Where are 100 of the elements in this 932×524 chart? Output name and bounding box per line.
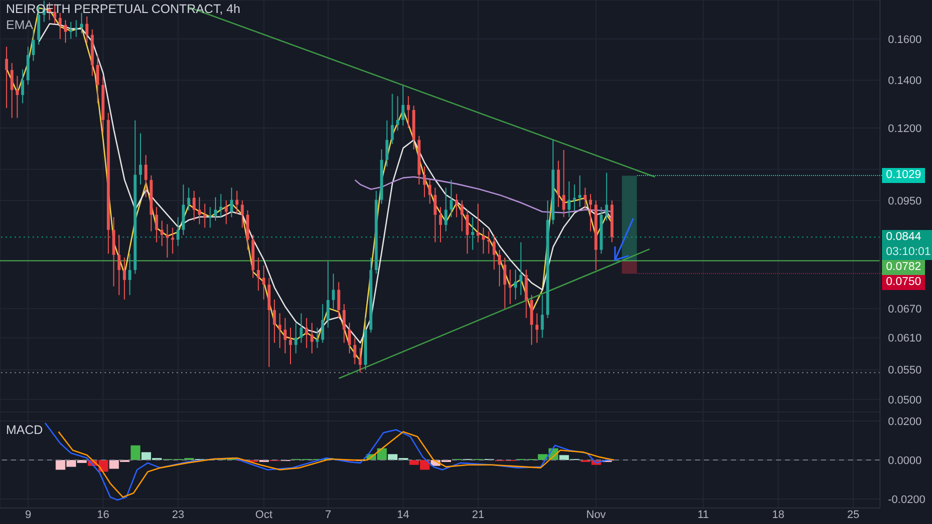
x-tick-label: 18 bbox=[772, 508, 784, 521]
candlestick bbox=[519, 242, 522, 296]
x-tick-label: Nov bbox=[586, 508, 606, 521]
candlestick bbox=[326, 261, 330, 328]
candlestick bbox=[514, 269, 518, 300]
y-tick-label: 0.0950 bbox=[888, 195, 922, 208]
x-tick-label: 16 bbox=[97, 508, 110, 521]
bar bbox=[130, 445, 140, 460]
x-tick-label: 21 bbox=[472, 508, 484, 521]
candlestick bbox=[187, 187, 190, 211]
candlestick bbox=[74, 20, 78, 38]
candlestick bbox=[305, 318, 308, 349]
y-tick-label: 0.0200 bbox=[888, 416, 922, 428]
candlestick bbox=[589, 193, 592, 232]
candlestick bbox=[128, 253, 132, 296]
candlestick bbox=[240, 200, 244, 228]
candlestick bbox=[203, 203, 206, 228]
candlestick bbox=[455, 193, 458, 218]
candlestick bbox=[224, 200, 228, 225]
y-tick-label: 0.0000 bbox=[888, 454, 922, 467]
annotation: 0.0750 bbox=[886, 274, 922, 290]
candlestick bbox=[21, 68, 24, 104]
candlestick bbox=[466, 210, 469, 254]
candlestick bbox=[176, 216, 180, 247]
candlestick bbox=[572, 184, 576, 211]
y-tick-label: 0.0550 bbox=[888, 364, 922, 377]
candlestick bbox=[434, 187, 437, 243]
annotation: 0.1029 bbox=[886, 168, 922, 184]
candlestick bbox=[390, 93, 394, 144]
candlestick bbox=[487, 230, 490, 254]
x-tick-label: 11 bbox=[697, 508, 709, 521]
x-tick-label: 14 bbox=[397, 508, 410, 521]
candlestick bbox=[32, 28, 35, 62]
x-tick-label: 25 bbox=[847, 508, 860, 521]
candlestick bbox=[568, 180, 571, 218]
candlestick bbox=[85, 16, 88, 44]
candlestick bbox=[310, 322, 314, 354]
candlestick bbox=[262, 265, 266, 300]
ref-line-label: 0.0844 03:10:01 bbox=[886, 230, 931, 260]
candlestick bbox=[471, 216, 474, 250]
candlestick bbox=[535, 312, 538, 344]
candlestick bbox=[144, 154, 148, 198]
candlestick bbox=[160, 220, 164, 247]
candlestick bbox=[578, 174, 582, 208]
candlestick bbox=[348, 322, 351, 354]
candlestick bbox=[118, 234, 121, 296]
y-tick-label: 0.0500 bbox=[888, 394, 922, 406]
candlestick bbox=[358, 348, 362, 374]
candlestick bbox=[422, 166, 426, 198]
candlestick bbox=[605, 172, 608, 222]
candlestick bbox=[69, 21, 72, 40]
y-tick-label: 0.1600 bbox=[888, 34, 922, 46]
candlestick bbox=[508, 269, 512, 305]
candlestick bbox=[278, 312, 282, 349]
candlestick bbox=[289, 327, 292, 365]
candlestick bbox=[321, 304, 324, 344]
candlestick bbox=[460, 200, 464, 232]
candlestick bbox=[214, 196, 217, 222]
candlestick bbox=[396, 96, 400, 132]
candlestick bbox=[208, 206, 212, 228]
candlestick bbox=[439, 206, 442, 243]
candlestick bbox=[139, 132, 142, 186]
candlestick bbox=[498, 249, 501, 287]
candlestick bbox=[198, 196, 201, 225]
y-tick-label: 0.1400 bbox=[888, 75, 922, 88]
candlestick bbox=[272, 299, 276, 344]
candlestick bbox=[540, 294, 544, 338]
candlestick bbox=[256, 257, 260, 292]
candlestick bbox=[64, 20, 67, 44]
candlestick bbox=[444, 187, 448, 232]
candlestick bbox=[406, 96, 410, 129]
candlestick bbox=[10, 62, 14, 118]
text: EMA bbox=[6, 17, 34, 33]
candlestick bbox=[428, 179, 432, 204]
candlestick bbox=[5, 46, 8, 109]
candlestick bbox=[332, 273, 335, 310]
candlestick bbox=[584, 187, 587, 211]
candlestick bbox=[58, 12, 62, 40]
candlestick bbox=[96, 54, 100, 104]
candlestick bbox=[492, 234, 496, 270]
candlestick bbox=[316, 327, 319, 349]
candlestick bbox=[294, 322, 298, 354]
candlestick bbox=[402, 85, 404, 126]
candlestick bbox=[353, 337, 356, 365]
candlestick bbox=[503, 257, 506, 310]
text: MACD bbox=[6, 422, 43, 438]
candlestick bbox=[166, 224, 169, 258]
x-tick-label: 9 bbox=[25, 508, 32, 521]
y-tick-label: 0.0670 bbox=[888, 304, 922, 316]
candlestick bbox=[482, 227, 485, 254]
x-tick-label: 23 bbox=[172, 508, 184, 521]
y-tick-label: -0.0200 bbox=[888, 494, 926, 506]
candlestick bbox=[155, 206, 158, 243]
candlestick bbox=[235, 190, 238, 214]
candlestick bbox=[122, 257, 126, 300]
candlestick bbox=[385, 120, 388, 167]
candlestick bbox=[476, 203, 480, 243]
candlestick bbox=[284, 318, 287, 354]
y-tick-label: 0.0610 bbox=[888, 332, 922, 345]
candlestick bbox=[192, 190, 196, 222]
